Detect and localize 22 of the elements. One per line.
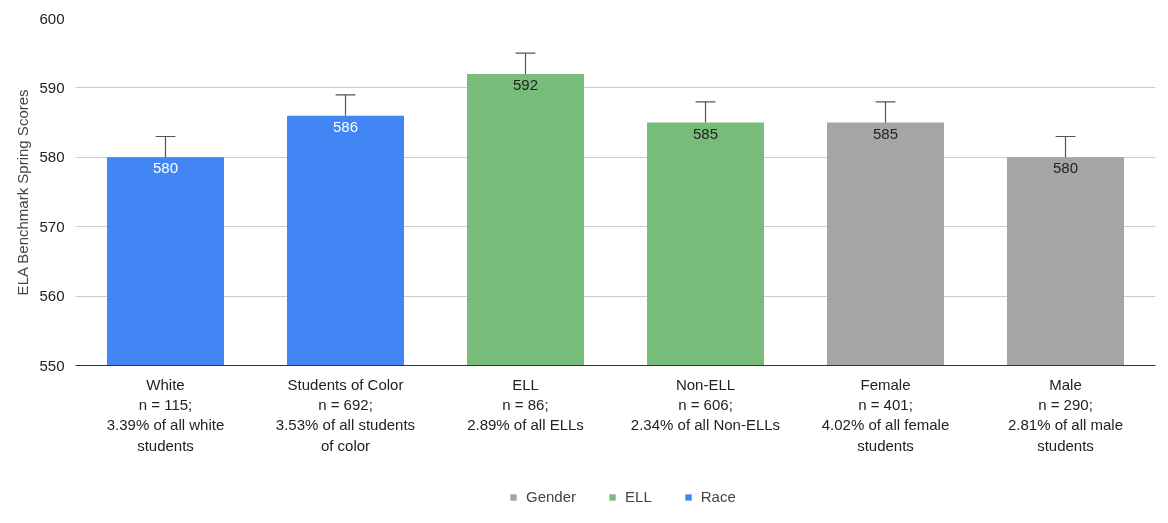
x-tick-label: Non-ELL n = 606; 2.34% of all Non-ELLs [630,375,781,434]
legend-label: ELL [625,488,652,505]
y-axis-title: ELA Benchmark Spring Scores [14,89,32,296]
y-tick-label: 550 [39,356,65,374]
x-tick-label: White n = 115; 3.39% of all white students [106,375,225,454]
y-tick-label: 580 [39,148,65,166]
legend-label: Race [700,488,736,505]
data-label: 585 [692,124,719,142]
y-tick-label: 570 [39,217,65,235]
data-label: 580 [1052,159,1079,177]
data-label: 585 [872,124,899,142]
y-tick-label: 590 [39,78,65,96]
x-tick-label: ELL n = 86; 2.89% of all ELLs [467,375,584,434]
y-tick-label: 560 [39,287,65,305]
x-tick-label: Female n = 401; 4.02% of all female students [821,375,950,454]
x-tick-label: Students of Color n = 692; 3.53% of all students of color [275,375,416,454]
y-tick-label: 600 [39,9,65,27]
data-label: 580 [152,159,179,177]
x-tick-label: Male n = 290; 2.81% of all male students [1007,375,1124,454]
legend-label: Gender [526,488,577,505]
data-label: 586 [332,117,359,135]
data-label: 592 [512,76,539,94]
